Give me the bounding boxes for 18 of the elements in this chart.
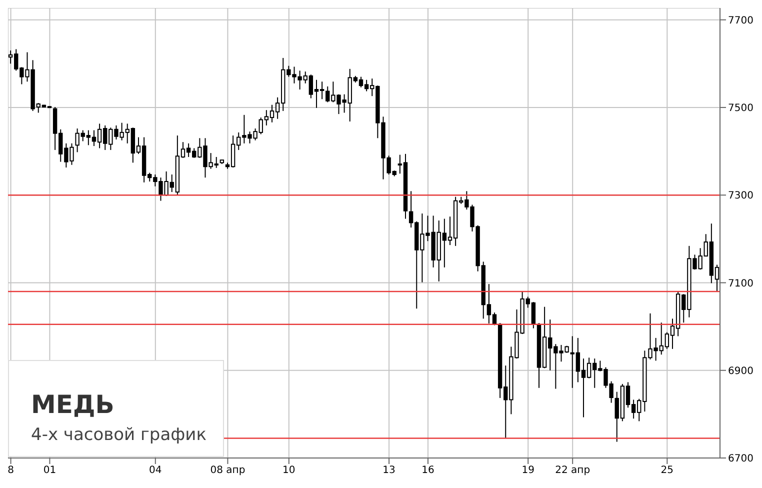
x-tick-label: 8 (8, 465, 14, 476)
x-tick-label: 04 (149, 465, 162, 476)
y-tick-label: 6700 (728, 454, 754, 465)
x-tick-label: 25 (660, 465, 674, 476)
x-tick-label: 01 (43, 465, 56, 476)
y-tick-label: 6900 (728, 366, 754, 377)
y-tick-label: 7300 (728, 190, 754, 202)
x-tick-label: 10 (282, 465, 296, 476)
x-tick-label: 22 апр (555, 465, 590, 476)
y-tick-label: 7700 (728, 15, 754, 26)
x-tick-label: 16 (422, 465, 434, 476)
x-tick-label: 19 (522, 465, 534, 476)
x-tick-label: 13 (382, 465, 396, 476)
text: МЕДЬ (31, 390, 116, 419)
y-tick-label: 7100 (728, 278, 754, 290)
y-tick-label: 7500 (728, 103, 754, 114)
x-tick-label: 08 апр (210, 465, 246, 476)
text: 4-х часовой график (31, 425, 208, 445)
